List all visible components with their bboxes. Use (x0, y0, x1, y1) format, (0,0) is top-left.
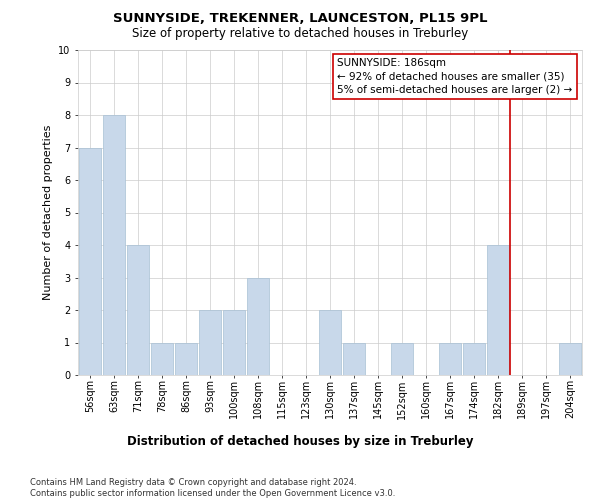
Text: Contains HM Land Registry data © Crown copyright and database right 2024.
Contai: Contains HM Land Registry data © Crown c… (30, 478, 395, 498)
Bar (247, 278, 269, 375)
Bar (223, 310, 245, 375)
Bar (559, 342, 581, 375)
Bar (79, 148, 101, 375)
Bar (391, 342, 413, 375)
Text: SUNNYSIDE, TREKENNER, LAUNCESTON, PL15 9PL: SUNNYSIDE, TREKENNER, LAUNCESTON, PL15 9… (113, 12, 487, 26)
Bar (319, 310, 341, 375)
Bar (103, 115, 125, 375)
Y-axis label: Number of detached properties: Number of detached properties (43, 125, 53, 300)
Text: Distribution of detached houses by size in Treburley: Distribution of detached houses by size … (127, 435, 473, 448)
Bar (439, 342, 461, 375)
Bar (487, 245, 509, 375)
Bar (343, 342, 365, 375)
Bar (151, 342, 173, 375)
Bar (127, 245, 149, 375)
Text: SUNNYSIDE: 186sqm
← 92% of detached houses are smaller (35)
5% of semi-detached : SUNNYSIDE: 186sqm ← 92% of detached hous… (337, 58, 572, 94)
Text: Size of property relative to detached houses in Treburley: Size of property relative to detached ho… (132, 28, 468, 40)
Bar (463, 342, 485, 375)
Bar (175, 342, 197, 375)
Bar (199, 310, 221, 375)
